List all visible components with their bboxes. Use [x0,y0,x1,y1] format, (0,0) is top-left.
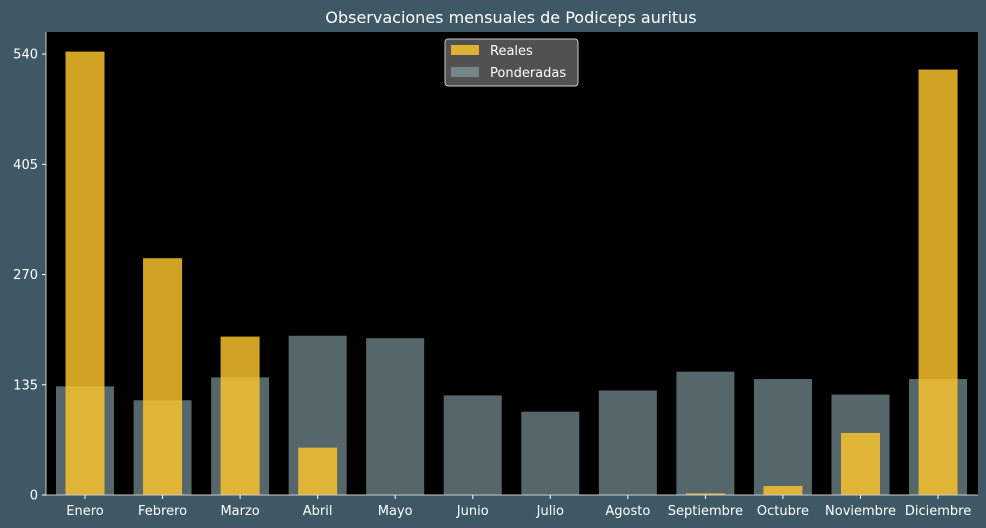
bar-ponderadas-mayo [366,338,425,495]
bar-reales-marzo [220,336,260,495]
y-tick-label-405: 405 [13,158,38,173]
legend-swatch-ponderadas [451,67,479,77]
bar-reales-septiembre [685,493,725,495]
bar-reales-octubre [763,486,803,495]
y-tick-label-135: 135 [13,378,38,393]
x-tick-label-septiembre: Septiembre [668,504,743,519]
x-tick-label-diciembre: Diciembre [905,504,971,519]
series-reales [65,51,958,495]
bar-ponderadas-agosto [598,390,657,495]
legend-label-ponderadas: Ponderadas [490,66,566,81]
y-tick-label-540: 540 [13,48,38,63]
axes: 0 135 270 405 540 Enero Febrero Marzo Abril Mayo J… [13,32,978,519]
x-tick-label-julio: Julio [536,504,564,519]
legend-swatch-reales [451,45,479,55]
bar-reales-diciembre [918,69,958,495]
y-tick-label-0: 0 [30,489,38,504]
bar-reales-noviembre [841,432,880,495]
bar-ponderadas-septiembre [676,371,735,495]
bar-reales-enero [65,51,105,495]
x-tick-label-marzo: Marzo [220,504,259,519]
bar-ponderadas-junio [443,395,502,495]
x-tick-label-enero: Enero [66,504,104,519]
x-tick-label-abril: Abril [303,504,333,519]
x-tick-label-junio: Junio [456,504,489,519]
x-tick-label-noviembre: Noviembre [825,504,896,519]
x-tick-label-agosto: Agosto [605,504,650,519]
legend-label-reales: Reales [490,44,533,59]
bar-reales-abril [298,447,338,495]
x-tick-label-octubre: Octubre [757,504,809,519]
chart-title: Observaciones mensuales de Podiceps auri… [325,8,696,27]
bar-ponderadas-octubre [753,379,812,495]
bar-reales-febrero [143,258,183,495]
x-tick-label-mayo: Mayo [378,504,413,519]
x-tick-label-febrero: Febrero [138,504,187,519]
plot-area [46,32,978,495]
legend: Reales Ponderadas [444,38,579,87]
y-tick-label-270: 270 [13,268,38,283]
bar-ponderadas-julio [521,411,580,495]
